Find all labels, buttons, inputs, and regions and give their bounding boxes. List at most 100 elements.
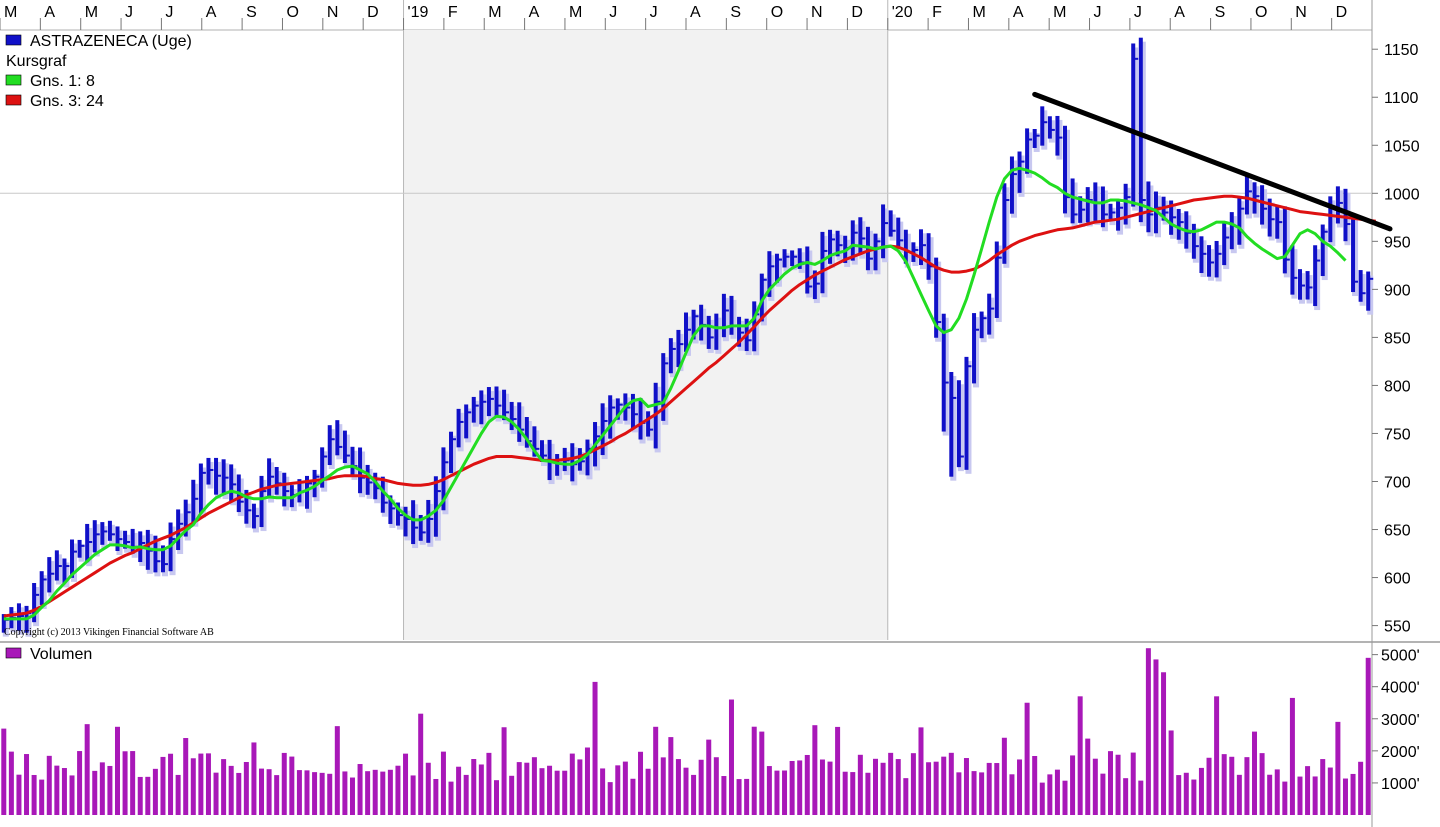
volume-bar: [1168, 730, 1174, 815]
month-tick-label: M: [488, 4, 501, 21]
price-bar: [1191, 223, 1196, 259]
volume-bar: [31, 774, 37, 815]
volume-bar: [1145, 648, 1151, 815]
volume-bar: [1085, 738, 1091, 815]
volume-bar: [812, 725, 818, 815]
volume-bar: [418, 713, 424, 815]
volume-bar: [531, 757, 537, 815]
price-bar: [1055, 115, 1060, 156]
price-bar: [1070, 178, 1075, 224]
volume-bar: [175, 774, 181, 815]
price-bar: [532, 426, 537, 457]
price-bar: [1335, 186, 1340, 224]
price-bar: [1131, 43, 1136, 207]
volume-bar: [569, 753, 575, 815]
volume-bar: [1032, 755, 1038, 815]
price-bar: [994, 241, 999, 318]
price-bar: [1267, 198, 1272, 237]
price-bar: [320, 447, 325, 488]
month-tick-label: J: [609, 4, 617, 21]
price-bar-shadow: [1018, 155, 1025, 197]
volume-bar: [1130, 752, 1136, 815]
price-bar: [774, 253, 779, 283]
volume-bar: [539, 768, 545, 815]
volume-bar: [941, 756, 947, 815]
legend-ma-long: Gns. 3: 24: [30, 93, 104, 110]
volume-bar: [1282, 781, 1288, 815]
volume-bar: [584, 747, 590, 815]
volume-bar: [365, 771, 371, 815]
volume-bar: [880, 762, 886, 815]
volume-bar: [691, 774, 697, 815]
volume-legend: Volumen: [5, 646, 92, 663]
price-bar: [972, 313, 977, 384]
price-tick-label: 1050: [1384, 138, 1420, 155]
volume-bar: [387, 769, 393, 815]
volume-tick-label: 2000': [1381, 744, 1420, 761]
volume-bar: [797, 760, 803, 815]
volume-bar: [1107, 751, 1113, 815]
price-bar: [304, 475, 309, 509]
price-bar: [1328, 196, 1333, 243]
price-bar: [494, 386, 499, 418]
volume-bar: [1342, 778, 1348, 815]
volume-bar: [471, 759, 477, 815]
month-tick-label: M: [569, 4, 582, 21]
volume-bar: [61, 768, 67, 815]
volume-bar: [456, 766, 462, 815]
month-tick-label: J: [125, 4, 133, 21]
price-bar: [1290, 245, 1295, 295]
price-bar: [1085, 187, 1090, 223]
price-bar: [1351, 213, 1356, 293]
volume-bar: [39, 779, 45, 815]
price-bar: [502, 389, 507, 421]
volume-tick-label: 1000': [1381, 776, 1420, 793]
legend-ma-short: Gns. 1: 8: [30, 73, 95, 90]
volume-bar: [380, 771, 386, 815]
volume-bar: [736, 779, 742, 815]
price-bar: [1358, 270, 1363, 302]
volume-bar: [971, 771, 977, 815]
volume-bar: [1191, 779, 1197, 815]
volume-bar: [857, 754, 863, 815]
volume-bar: [289, 756, 295, 815]
price-bar: [160, 545, 165, 573]
month-tick-label: M: [972, 4, 985, 21]
month-tick-label: N: [327, 4, 339, 21]
volume-bar: [1259, 753, 1265, 815]
volume-bar: [1320, 759, 1326, 815]
price-bar: [206, 457, 211, 485]
volume-bar: [622, 761, 628, 815]
price-bar: [782, 249, 787, 268]
volume-bar: [865, 772, 871, 815]
volume-bar: [1221, 754, 1227, 815]
month-tick-label: S: [246, 4, 257, 21]
price-bar: [32, 583, 37, 623]
volume-bar: [554, 770, 560, 815]
volume-bar: [918, 727, 924, 815]
volume-bar: [524, 762, 530, 815]
volume-bar: [698, 759, 704, 815]
volume-bar: [107, 765, 113, 815]
volume-bar: [630, 778, 636, 815]
price-bar: [92, 520, 97, 553]
volume-bar: [304, 770, 310, 815]
month-tick-label: S: [730, 4, 741, 21]
volume-bar: [562, 770, 568, 815]
price-bar: [729, 295, 734, 335]
month-tick-label: A: [206, 4, 217, 21]
volume-bar: [1176, 775, 1182, 815]
price-bar: [486, 387, 491, 417]
price-bar: [107, 520, 112, 541]
volume-bar: [645, 768, 651, 815]
month-tick-label: D: [1336, 4, 1348, 21]
price-tick-label: 850: [1384, 330, 1411, 347]
volume-bar: [1350, 773, 1356, 815]
volume-bar: [660, 757, 666, 815]
price-bar: [903, 229, 908, 264]
price-bar: [941, 313, 946, 432]
price-bar: [828, 229, 833, 264]
price-bar: [858, 217, 863, 255]
